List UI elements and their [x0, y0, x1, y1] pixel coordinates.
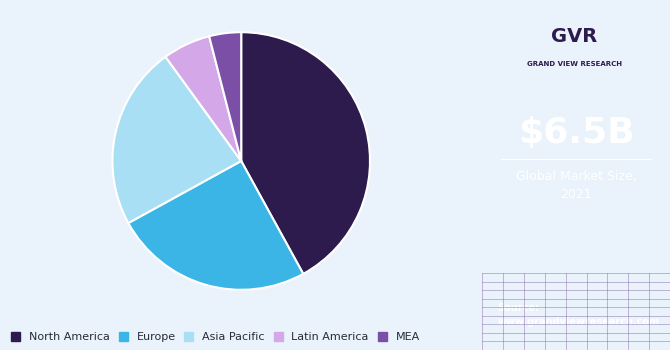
Text: GRAND VIEW RESEARCH: GRAND VIEW RESEARCH [527, 61, 622, 68]
Text: GVR: GVR [551, 27, 598, 46]
Legend: North America, Europe, Asia Pacific, Latin America, MEA: North America, Europe, Asia Pacific, Lat… [11, 332, 419, 342]
Wedge shape [113, 57, 241, 223]
Wedge shape [241, 32, 370, 274]
Wedge shape [165, 36, 241, 161]
Text: $6.5B: $6.5B [518, 116, 634, 150]
Text: Global Market Size,
2021: Global Market Size, 2021 [516, 170, 636, 201]
Text: Source:
www.grandviewresearch.com: Source: www.grandviewresearch.com [497, 303, 659, 327]
Wedge shape [209, 32, 241, 161]
Wedge shape [129, 161, 304, 290]
